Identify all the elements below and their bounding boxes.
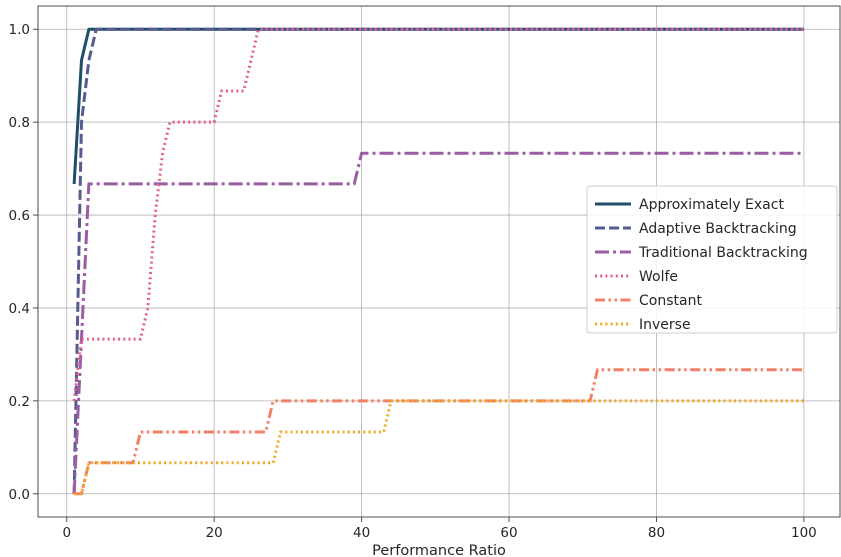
series-line-traditional-backtracking (72, 151, 804, 494)
series-layer (72, 27, 804, 496)
legend-label: Adaptive Backtracking (639, 221, 797, 237)
y-tick-label: 0.4 (9, 301, 30, 317)
x-axis-label: Performance Ratio (372, 543, 506, 557)
legend-box (586, 185, 838, 334)
series-line-wolfe (72, 27, 804, 402)
y-tick-label: 0.6 (9, 208, 30, 224)
x-tick-label: 20 (206, 525, 223, 541)
legend-label: Traditional Backtracking (638, 245, 808, 261)
series-line-approximately-exact (72, 27, 804, 185)
y-tick-label: 1.0 (9, 22, 30, 38)
legend: Approximately Exact Adaptive Backtracking… (586, 185, 838, 334)
series-line-adaptive-backtracking (72, 27, 804, 494)
y-tick-label: 0.0 (9, 487, 30, 503)
y-tick-label: 0.8 (9, 115, 30, 131)
legend-label: Inverse (639, 317, 691, 333)
y-tick-label: 0.2 (9, 394, 30, 410)
legend-label: Approximately Exact (639, 197, 784, 213)
legend-label: Constant (639, 293, 702, 309)
x-tick-label: 0 (62, 525, 71, 541)
x-tick-label: 40 (353, 525, 370, 541)
x-tick-label: 60 (500, 525, 517, 541)
series-line-inverse (74, 399, 804, 496)
ticks: 0 20 40 60 80 100 0.0 0.2 0.4 0.6 0.8 1.0 (9, 22, 817, 541)
x-tick-label: 100 (791, 525, 817, 541)
series-line-constant (74, 368, 804, 496)
plot-frame (37, 5, 841, 518)
legend-label: Wolfe (639, 269, 678, 285)
x-tick-label: 80 (648, 525, 665, 541)
